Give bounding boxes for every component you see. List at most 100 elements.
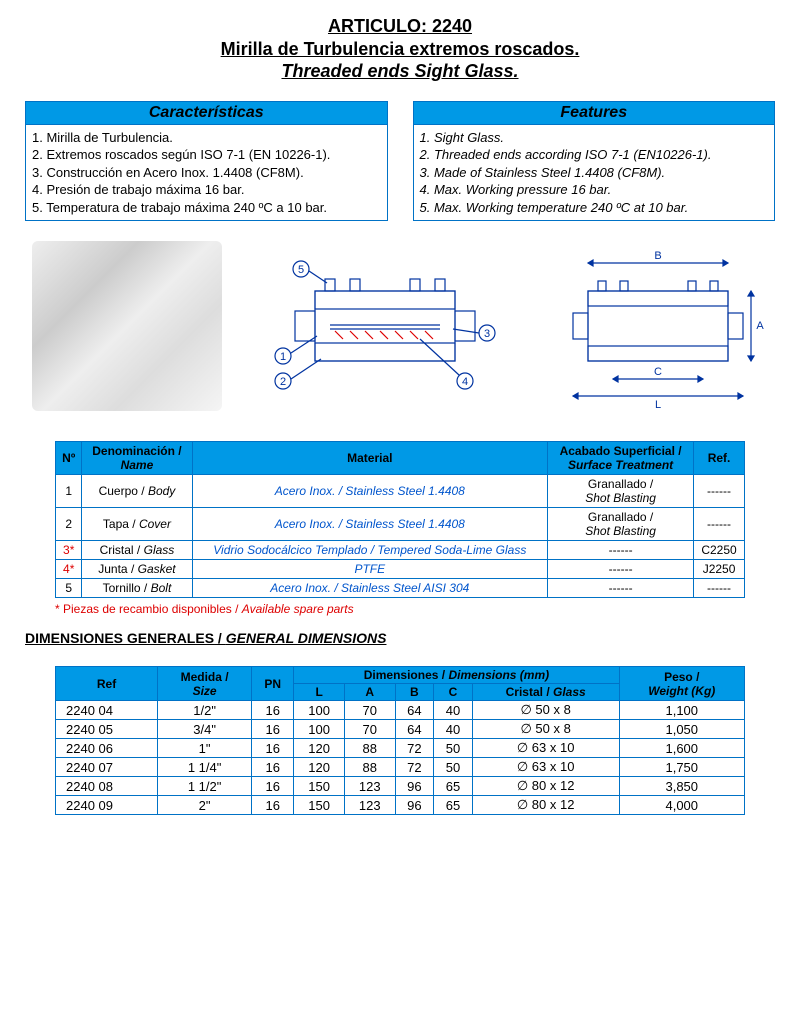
product-photo xyxy=(32,241,222,411)
dim-glass: ∅ 50 x 8 xyxy=(472,720,619,739)
part-no: 1 xyxy=(56,475,82,508)
dims-row: 2240 071 1/4"16120887250∅ 63 x 101,750 xyxy=(56,758,745,777)
dim-l: 120 xyxy=(294,758,345,777)
parts-header-name: Denominación /Name xyxy=(82,442,192,475)
dim-l: 120 xyxy=(294,739,345,758)
dim-ref: 2240 06 xyxy=(56,739,158,758)
dim-pn: 16 xyxy=(252,796,294,815)
part-material: Acero Inox. / Stainless Steel 1.4408 xyxy=(192,475,548,508)
dims-row: 2240 061"16120887250∅ 63 x 101,600 xyxy=(56,739,745,758)
parts-table: Nº Denominación /Name Material Acabado S… xyxy=(55,441,745,598)
part-ref: C2250 xyxy=(694,541,745,560)
caracteristica-item: 5. Temperatura de trabajo máxima 240 ºC … xyxy=(32,199,381,217)
part-surface: Granallado /Shot Blasting xyxy=(548,508,694,541)
dim-weight: 4,000 xyxy=(619,796,744,815)
parts-header-row: Nº Denominación /Name Material Acabado S… xyxy=(56,442,745,475)
parts-row: 5Tornillo / BoltAcero Inox. / Stainless … xyxy=(56,579,745,598)
part-ref: ------ xyxy=(694,579,745,598)
part-no: 4* xyxy=(56,560,82,579)
part-surface: ------ xyxy=(548,541,694,560)
dim-ref: 2240 08 xyxy=(56,777,158,796)
features-box: Features 1. Sight Glass.2. Threaded ends… xyxy=(413,101,776,222)
part-ref: J2250 xyxy=(694,560,745,579)
dim-size: 2" xyxy=(158,796,252,815)
dims-header-glass: Cristal / Glass xyxy=(472,684,619,701)
dim-b: 72 xyxy=(395,739,434,758)
part-name: Tornillo / Bolt xyxy=(82,579,192,598)
title-line-2: Mirilla de Turbulencia extremos roscados… xyxy=(25,38,775,61)
caracteristica-item: 4. Presión de trabajo máxima 16 bar. xyxy=(32,181,381,199)
features-header: Features xyxy=(414,102,775,125)
features-row: Características 1. Mirilla de Turbulenci… xyxy=(25,101,775,222)
features-body: 1. Sight Glass.2. Threaded ends accordin… xyxy=(414,125,775,221)
dim-glass: ∅ 63 x 10 xyxy=(472,758,619,777)
dim-l: 150 xyxy=(294,777,345,796)
dim-l: 100 xyxy=(294,720,345,739)
parts-header-no: Nº xyxy=(56,442,82,475)
part-material: Acero Inox. / Stainless Steel AISI 304 xyxy=(192,579,548,598)
dim-glass: ∅ 80 x 12 xyxy=(472,796,619,815)
dim-size: 1/2" xyxy=(158,701,252,720)
dim-glass: ∅ 50 x 8 xyxy=(472,701,619,720)
dim-weight: 1,600 xyxy=(619,739,744,758)
dim-b: 96 xyxy=(395,796,434,815)
part-name: Junta / Gasket xyxy=(82,560,192,579)
dim-weight: 1,050 xyxy=(619,720,744,739)
parts-header-material: Material xyxy=(192,442,548,475)
dim-ref: 2240 05 xyxy=(56,720,158,739)
part-surface: ------ xyxy=(548,579,694,598)
dim-b: 64 xyxy=(395,720,434,739)
dims-header-c: C xyxy=(434,684,473,701)
part-no: 5 xyxy=(56,579,82,598)
dims-header-row-1: Ref Medida /Size PN Dimensiones / Dimens… xyxy=(56,667,745,684)
dim-b: 96 xyxy=(395,777,434,796)
part-name: Cristal / Glass xyxy=(82,541,192,560)
dim-size: 1 1/4" xyxy=(158,758,252,777)
dim-a: 70 xyxy=(344,701,395,720)
dim-pn: 16 xyxy=(252,758,294,777)
parts-row: 4*Junta / GasketPTFE------J2250 xyxy=(56,560,745,579)
dimensions-table: Ref Medida /Size PN Dimensiones / Dimens… xyxy=(55,666,745,815)
part-ref: ------ xyxy=(694,508,745,541)
dim-a: 88 xyxy=(344,739,395,758)
dims-header-ref: Ref xyxy=(56,667,158,701)
dims-row: 2240 092"161501239665∅ 80 x 124,000 xyxy=(56,796,745,815)
spare-parts-note: * Piezas de recambio disponibles / Avail… xyxy=(55,602,775,616)
callout-3: 3 xyxy=(484,328,490,340)
dim-l: 150 xyxy=(294,796,345,815)
part-material: Vidrio Sodocálcico Templado / Tempered S… xyxy=(192,541,548,560)
part-surface: ------ xyxy=(548,560,694,579)
dim-glass: ∅ 63 x 10 xyxy=(472,739,619,758)
diagrams-row: 1 2 3 4 5 B A C L xyxy=(25,236,775,416)
dim-c: 50 xyxy=(434,739,473,758)
dims-header-weight: Peso /Weight (Kg) xyxy=(619,667,744,701)
part-name: Tapa / Cover xyxy=(82,508,192,541)
part-material: Acero Inox. / Stainless Steel 1.4408 xyxy=(192,508,548,541)
dim-l: 100 xyxy=(294,701,345,720)
part-no: 2 xyxy=(56,508,82,541)
dim-weight: 3,850 xyxy=(619,777,744,796)
title-line-3: Threaded ends Sight Glass. xyxy=(25,60,775,83)
feature-item: 3. Made of Stainless Steel 1.4408 (CF8M)… xyxy=(420,164,769,182)
dim-a: 70 xyxy=(344,720,395,739)
dim-pn: 16 xyxy=(252,720,294,739)
dim-c: 50 xyxy=(434,758,473,777)
caracteristica-item: 2. Extremos roscados según ISO 7-1 (EN 1… xyxy=(32,146,381,164)
callout-2: 2 xyxy=(280,376,286,388)
cross-section-diagram: 1 2 3 4 5 xyxy=(255,241,515,411)
caracteristica-item: 3. Construcción en Acero Inox. 1.4408 (C… xyxy=(32,164,381,182)
dim-size: 1 1/2" xyxy=(158,777,252,796)
callout-1: 1 xyxy=(280,351,286,363)
part-name: Cuerpo / Body xyxy=(82,475,192,508)
part-material: PTFE xyxy=(192,560,548,579)
dim-pn: 16 xyxy=(252,777,294,796)
title-line-1: ARTICULO: 2240 xyxy=(25,15,775,38)
dim-ref: 2240 04 xyxy=(56,701,158,720)
dimension-diagram: B A C L xyxy=(548,241,768,411)
feature-item: 1. Sight Glass. xyxy=(420,129,769,147)
dim-weight: 1,100 xyxy=(619,701,744,720)
dims-row: 2240 041/2"16100706440∅ 50 x 81,100 xyxy=(56,701,745,720)
dims-header-l: L xyxy=(294,684,345,701)
caracteristicas-body: 1. Mirilla de Turbulencia.2. Extremos ro… xyxy=(26,125,387,221)
dim-pn: 16 xyxy=(252,739,294,758)
